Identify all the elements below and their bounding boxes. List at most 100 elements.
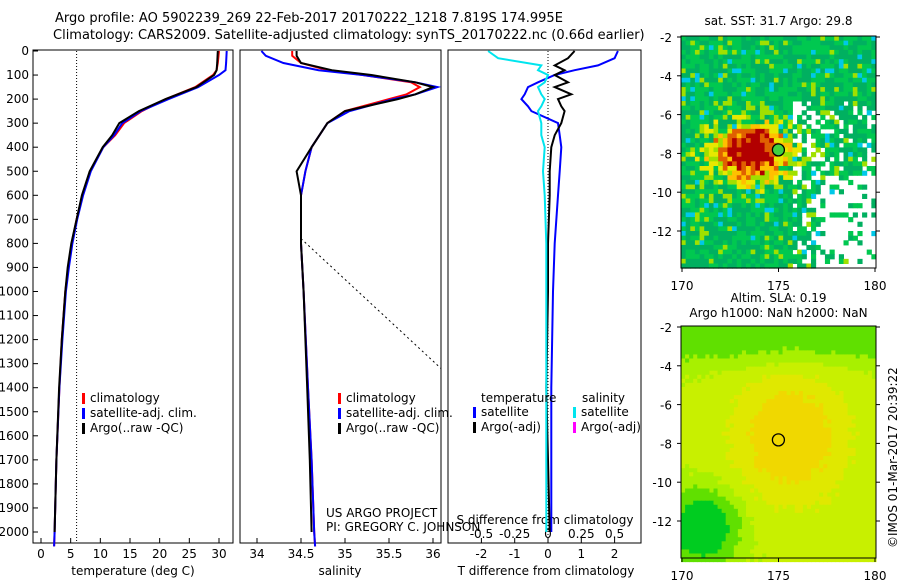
sla-map-cell [847, 326, 853, 331]
sst-map-cell [708, 59, 714, 65]
sla-map-cell [811, 460, 816, 465]
sla-map-cell [701, 399, 706, 404]
sla-map-cell [709, 496, 714, 502]
sst-map-cell [699, 40, 705, 46]
sla-map-cell [855, 378, 861, 384]
sst-map-cell [694, 189, 701, 195]
sla-map-cell [750, 460, 755, 465]
sla-map-cell [709, 557, 714, 563]
sla-map-cell [806, 541, 812, 546]
sla-map-cell [713, 399, 719, 404]
sst-map-cell [857, 91, 863, 97]
sst-map-cell [769, 119, 775, 125]
sst-map-cell [787, 184, 793, 190]
sla-map-cell [798, 326, 804, 331]
sla-map-cell [802, 399, 808, 404]
sla-map-cell [806, 476, 812, 481]
sst-map-cell [829, 184, 835, 190]
sla-map-cell [705, 346, 710, 351]
sla-map-cell [782, 431, 788, 437]
sla-map-cell [823, 354, 828, 359]
sla-map-cell [863, 443, 869, 449]
sst-map-cell [792, 207, 798, 213]
sla-map-cell [847, 427, 853, 433]
sst-map-cell [755, 226, 761, 232]
sla-map-cell [802, 508, 808, 514]
sla-map-cell [835, 443, 840, 449]
sst-map-cell [759, 235, 766, 241]
sla-map-cell [786, 516, 792, 522]
sst-map-cell [801, 152, 807, 158]
sst-map-cell [713, 59, 719, 65]
sst-map-cell [708, 147, 714, 153]
sla-map-cell [697, 460, 702, 465]
sla-map-cell [794, 549, 800, 554]
sst-map-cell [746, 142, 752, 148]
sla-map-cell [770, 484, 775, 489]
sla-map-cell [831, 496, 836, 502]
sla-map-cell [839, 460, 844, 465]
sst-map-cell [732, 179, 738, 186]
sst-map-cell [690, 45, 696, 51]
sst-map-cell [852, 82, 858, 88]
sst-map-cell [801, 59, 807, 65]
sst-map-cell [741, 189, 747, 195]
sla-map-cell [770, 468, 775, 473]
sla-map-cell [815, 484, 820, 489]
sst-map-cell [718, 110, 724, 116]
sst-map-cell [755, 249, 761, 255]
sla-map-cell [867, 545, 873, 550]
sla-map-cell [693, 415, 698, 420]
sla-map-cell [806, 553, 812, 559]
sla-map-cell [762, 334, 767, 339]
sla-map-cell [790, 326, 796, 331]
sla-map-cell [786, 512, 792, 518]
sst-map-cell [862, 133, 868, 139]
sla-map-cell [831, 480, 836, 485]
sst-map-cell [685, 36, 691, 42]
sst-map-cell [759, 49, 766, 56]
sst-map-cell [778, 133, 784, 139]
sst-map-cell [722, 156, 728, 162]
sst-map-cell [681, 138, 687, 144]
sla-map-cell [758, 346, 763, 351]
sst-map-cell [852, 73, 858, 79]
sst-map-cell [759, 82, 766, 88]
difference-line-2 [487, 50, 550, 532]
sla-map-cell [782, 407, 788, 412]
sst-map-cell [801, 110, 807, 116]
sla-map-cell [729, 362, 735, 368]
sst-map-cell [746, 193, 752, 199]
sst-map-cell [843, 96, 849, 102]
sla-map-cell [693, 378, 698, 384]
sst-map-cell [732, 68, 738, 74]
sla-map-cell [701, 476, 706, 481]
sla-map-cell [750, 521, 755, 526]
sla-map-cell [725, 443, 731, 449]
sla-map-cell [701, 484, 706, 489]
sst-map-cell [732, 49, 738, 56]
sst-map-cell [750, 203, 756, 209]
sst-map-cell [824, 59, 831, 65]
sla-map-cell [867, 460, 873, 465]
sst-map-cell [736, 138, 742, 144]
sla-map-cell [741, 431, 747, 437]
sla-map-cell [713, 391, 719, 396]
sla-map-cell [802, 521, 808, 526]
sst-map-cell [843, 68, 849, 74]
sla-map-cell [815, 358, 820, 364]
sla-map-cell [839, 525, 844, 530]
sla-map-cell [685, 350, 690, 355]
sst-map-cell [755, 156, 761, 162]
sst-map-cell [690, 231, 696, 237]
sla-map-cell [851, 512, 857, 518]
sla-map-cell [778, 553, 784, 559]
sst-map-cell [746, 184, 752, 190]
sla-map-cell [798, 366, 804, 372]
sla-map-cell [843, 533, 849, 538]
sst-map-cell [699, 198, 705, 204]
sst-map-cell [787, 49, 793, 56]
sla-map-cell [831, 407, 836, 412]
sla-map-cell [843, 521, 849, 526]
sla-map-cell [835, 407, 840, 412]
